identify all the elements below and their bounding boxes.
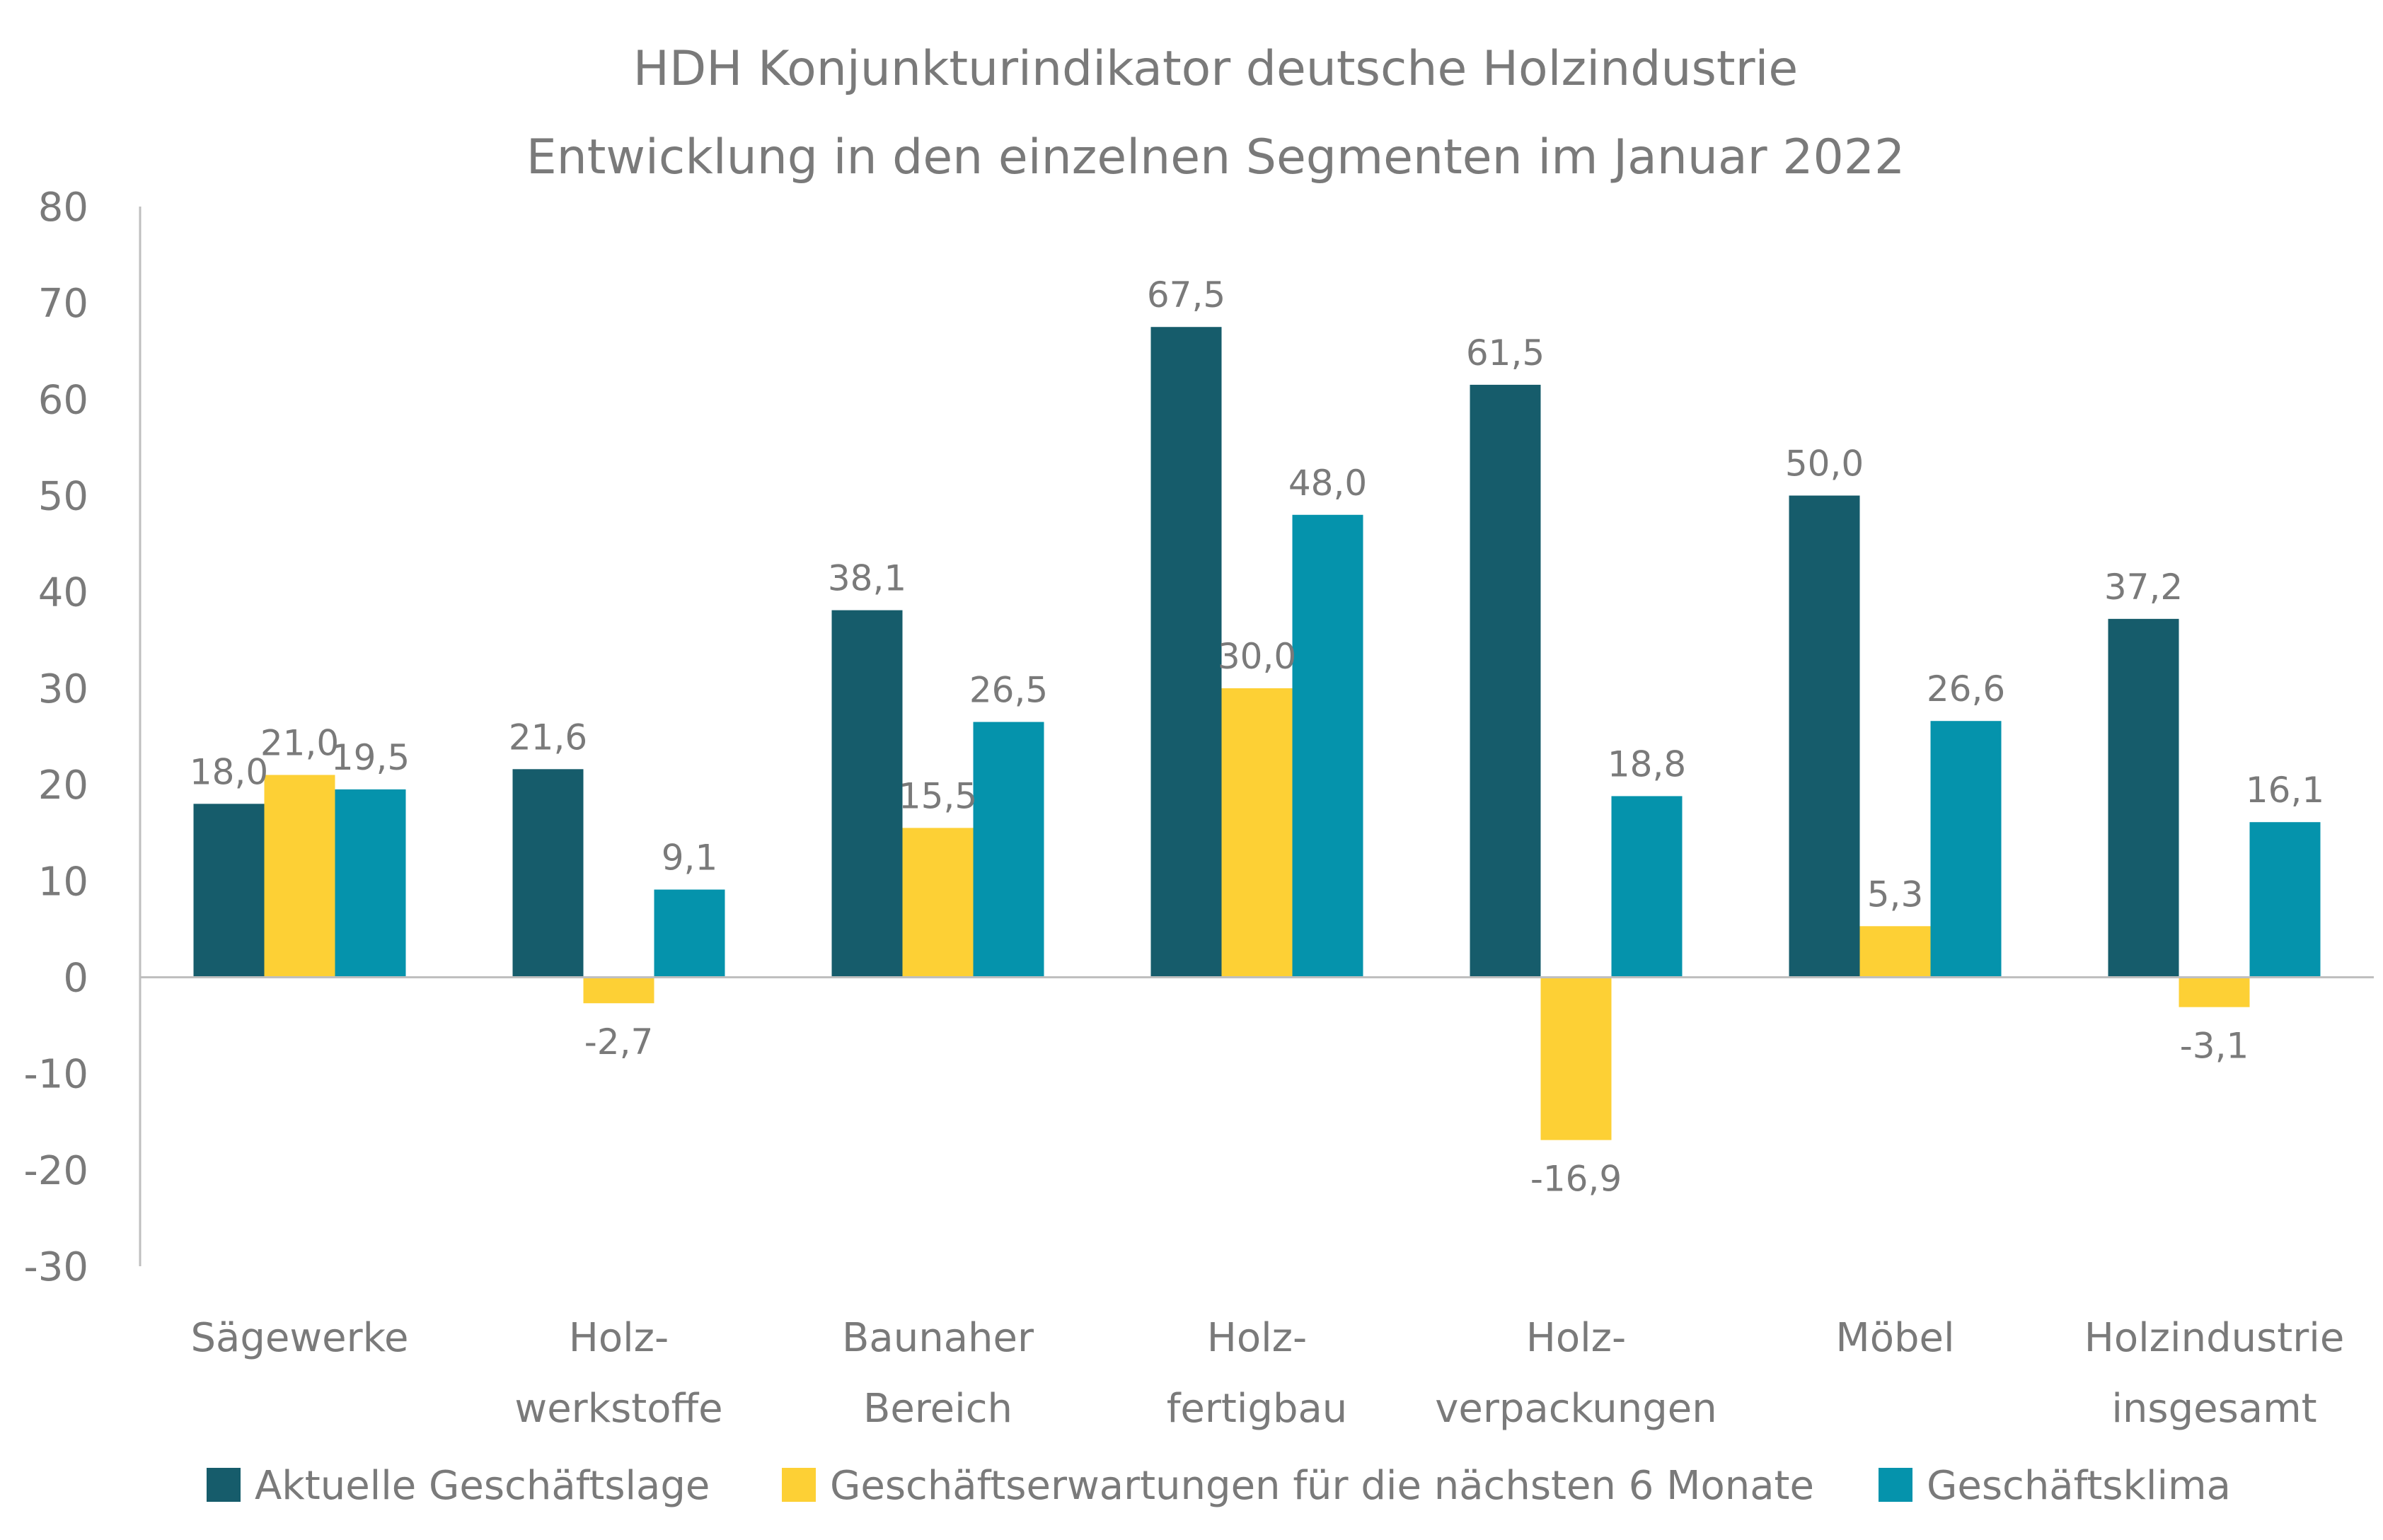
category-label: Sägewerke [190, 1315, 408, 1361]
category-label: fertigbau [1167, 1386, 1348, 1432]
y-tick-label: -20 [24, 1148, 88, 1194]
bar [2249, 822, 2321, 978]
data-label: 67,5 [1147, 274, 1225, 315]
bar [973, 722, 1044, 978]
y-tick-label: 20 [38, 763, 88, 809]
data-label: 37,2 [2104, 567, 2183, 608]
category-labels: Sägewerke Holz-werkstoffe Baunaher Bereich H… [190, 1315, 2344, 1432]
data-label: 18,8 [1608, 743, 1686, 785]
bar [1789, 495, 1860, 978]
y-tick-label: 50 [38, 474, 88, 520]
data-label: -16,9 [1530, 1159, 1622, 1200]
data-label: 48,0 [1288, 463, 1367, 504]
bar [654, 889, 725, 978]
legend-swatch [1879, 1468, 1912, 1502]
chart-subtitle: Entwicklung in den einzelnen Segmenten i… [526, 129, 1905, 185]
data-label: 30,0 [1218, 636, 1296, 677]
y-tick-label: -30 [24, 1244, 88, 1290]
bar [831, 610, 903, 978]
category-label: Baunaher [842, 1315, 1034, 1361]
chart-title: HDH Konjunkturindikator deutsche Holzind… [633, 41, 1799, 97]
bar [1470, 384, 1541, 978]
bar [512, 769, 584, 978]
category-label: Möbel [1835, 1315, 1954, 1361]
y-axis-ticks: 80 70 60 50 40 30 20 10 0 -10 -20 -30 [24, 185, 88, 1290]
category-label: Holzindustrie [2084, 1315, 2345, 1361]
data-label: 26,6 [1927, 668, 2005, 710]
category-label: Holz- [1526, 1315, 1627, 1361]
bar [1859, 926, 1931, 978]
legend-label: Aktuelle Geschäftslage [255, 1463, 710, 1509]
data-label: 9,1 [662, 838, 718, 879]
bar [2108, 618, 2179, 978]
bars [193, 327, 2321, 1140]
data-label: 50,0 [1785, 444, 1864, 485]
data-label: 5,3 [1867, 874, 1924, 915]
bar [1150, 327, 1222, 978]
bar [264, 775, 335, 978]
bar [2179, 977, 2250, 1007]
data-label: 19,5 [331, 737, 410, 778]
legend-label: Geschäftsklima [1927, 1463, 2231, 1509]
legend-swatch [207, 1468, 241, 1502]
data-label: 21,6 [509, 717, 587, 758]
bar [1930, 721, 2002, 978]
legend: Aktuelle Geschäftslage Geschäftserwartung… [207, 1463, 2231, 1509]
bar [1540, 977, 1612, 1140]
category-label: Holz- [569, 1315, 669, 1361]
y-tick-label: 0 [63, 955, 88, 1001]
y-tick-label: 70 [38, 281, 88, 327]
data-label: 38,1 [828, 558, 906, 599]
bar [583, 977, 654, 1004]
data-label: -3,1 [2180, 1026, 2249, 1067]
legend-swatch [782, 1468, 816, 1502]
y-tick-label: 30 [38, 666, 88, 712]
bar [1611, 796, 1683, 978]
category-label: Holz- [1207, 1315, 1308, 1361]
bar [1221, 688, 1293, 978]
category-label: verpackungen [1435, 1386, 1716, 1432]
data-label: 16,1 [2246, 770, 2324, 811]
data-label: 18,0 [190, 751, 268, 792]
y-tick-label: 40 [38, 570, 88, 616]
y-tick-label: 10 [38, 859, 88, 905]
data-label: 26,5 [969, 670, 1048, 711]
category-label: werkstoffe [514, 1386, 722, 1432]
y-tick-label: 60 [38, 377, 88, 423]
y-tick-label: -10 [24, 1052, 88, 1098]
data-label: -2,7 [584, 1021, 654, 1063]
data-label: 21,0 [260, 722, 339, 763]
data-label: 61,5 [1466, 332, 1545, 374]
data-labels: 18,021,019,5 21,6 -2,7 9,1 38,1 15,5 26,5 67,5 3… [190, 274, 2324, 1199]
bar [335, 789, 406, 978]
category-label: insgesamt [2111, 1386, 2316, 1432]
y-tick-label: 80 [38, 185, 88, 231]
bar [1292, 514, 1363, 978]
data-label: 15,5 [899, 775, 977, 816]
category-label: Bereich [863, 1386, 1012, 1432]
legend-label: Geschäftserwartungen für die nächsten 6 … [830, 1463, 1814, 1509]
bar [902, 828, 974, 978]
bar [193, 804, 265, 978]
